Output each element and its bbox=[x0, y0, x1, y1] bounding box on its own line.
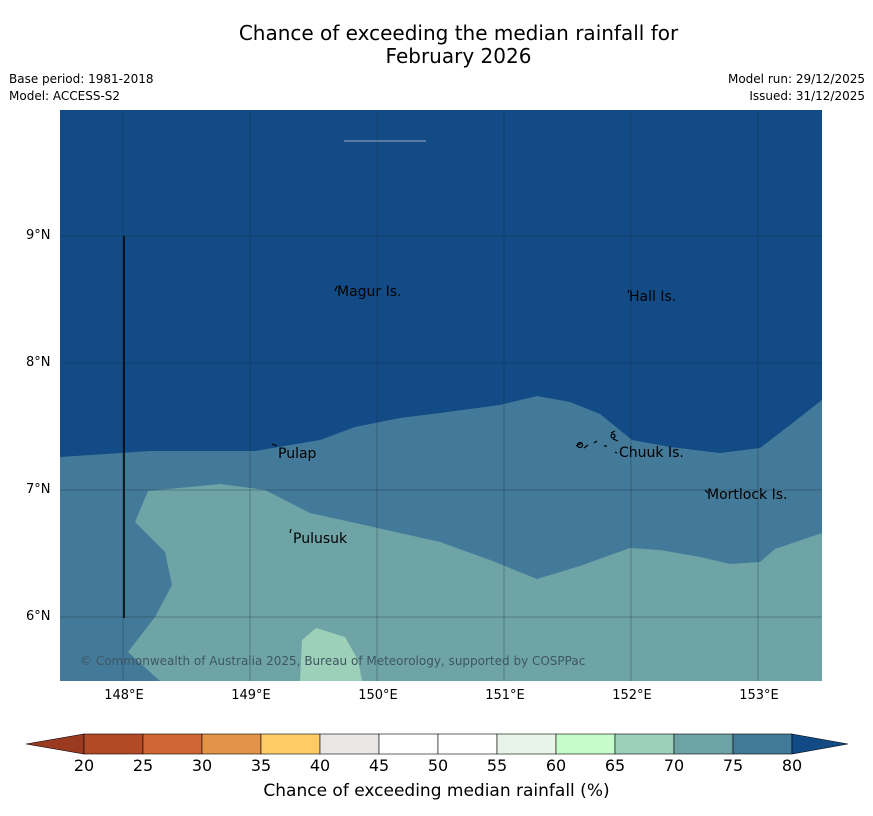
base-period: Base period: 1981-2018 bbox=[9, 72, 154, 86]
colorbar-tick-label: 60 bbox=[545, 756, 567, 775]
colorbar-over-arrow bbox=[791, 733, 849, 755]
lon-label-152e: 152°E bbox=[612, 688, 652, 703]
colorbar-under-arrow bbox=[25, 733, 85, 755]
meta-left: Base period: 1981-2018 Model: ACCESS-S2 bbox=[9, 71, 154, 105]
colorbar-tick-label: 80 bbox=[781, 756, 803, 775]
colorbar-cell bbox=[142, 733, 203, 755]
graticule bbox=[60, 110, 822, 681]
place-magur: Magur Is. bbox=[337, 284, 402, 300]
colorbar-cell bbox=[83, 733, 144, 755]
colorbar-cell bbox=[732, 733, 793, 755]
model-name: Model: ACCESS-S2 bbox=[9, 89, 121, 103]
colorbar-cell bbox=[555, 733, 616, 755]
colorbar bbox=[25, 733, 849, 755]
colorbar-cell bbox=[319, 733, 380, 755]
colorbar-tick-label: 75 bbox=[722, 756, 744, 775]
title-line-1: Chance of exceeding the median rainfall … bbox=[238, 21, 679, 45]
place-pulusuk: Pulusuk bbox=[293, 531, 348, 547]
colorbar-tick-label: 25 bbox=[132, 756, 154, 775]
lon-label-149e: 149°E bbox=[231, 688, 271, 703]
lon-label-151e: 151°E bbox=[485, 688, 525, 703]
colorbar-tick-label: 45 bbox=[368, 756, 390, 775]
map-plot bbox=[60, 110, 822, 681]
colorbar-tick-label: 30 bbox=[191, 756, 213, 775]
colorbar-cell bbox=[496, 733, 557, 755]
colorbar-tick-label: 40 bbox=[309, 756, 331, 775]
lat-label-9n: 9°N bbox=[26, 228, 51, 243]
region-60-65 bbox=[300, 628, 362, 681]
lat-label-6n: 6°N bbox=[26, 609, 51, 624]
lon-label-153e: 153°E bbox=[739, 688, 779, 703]
model-run: Model run: 29/12/2025 bbox=[727, 72, 865, 86]
lat-label-7n: 7°N bbox=[26, 482, 51, 497]
lat-label-8n: 8°N bbox=[26, 355, 51, 370]
region-65-70 bbox=[128, 484, 822, 681]
issued-date: Issued: 31/12/2025 bbox=[749, 89, 865, 103]
colorbar-cell bbox=[260, 733, 321, 755]
colorbar-tick-label: 65 bbox=[604, 756, 626, 775]
colorbar-cell bbox=[614, 733, 675, 755]
colorbar-tick-label: 35 bbox=[250, 756, 272, 775]
colorbar-cell bbox=[378, 733, 439, 755]
colorbar-tick-label: 55 bbox=[486, 756, 508, 775]
title-line-2: February 2026 bbox=[385, 44, 532, 68]
colorbar-label: Chance of exceeding median rainfall (%) bbox=[263, 781, 610, 801]
place-mortlock: Mortlock Is. bbox=[707, 487, 788, 503]
colorbar-tick-label: 50 bbox=[427, 756, 449, 775]
chart-title: Chance of exceeding the median rainfall … bbox=[0, 22, 873, 68]
lon-label-150e: 150°E bbox=[358, 688, 398, 703]
island-markers bbox=[271, 285, 709, 534]
place-chuuk: Chuuk Is. bbox=[619, 445, 684, 461]
colorbar-tick-label: 20 bbox=[73, 756, 95, 775]
colorbar-cell bbox=[201, 733, 262, 755]
meta-right: Model run: 29/12/2025 Issued: 31/12/2025 bbox=[728, 71, 865, 105]
copyright-notice: © Commonwealth of Australia 2025, Bureau… bbox=[80, 654, 586, 668]
colorbar-cell bbox=[673, 733, 734, 755]
place-hall: Hall Is. bbox=[629, 289, 677, 305]
colorbar-cell bbox=[437, 733, 498, 755]
lon-label-148e: 148°E bbox=[104, 688, 144, 703]
place-pulap: Pulap bbox=[278, 446, 317, 462]
colorbar-cells bbox=[83, 733, 793, 755]
colorbar-tick-label: 70 bbox=[663, 756, 685, 775]
